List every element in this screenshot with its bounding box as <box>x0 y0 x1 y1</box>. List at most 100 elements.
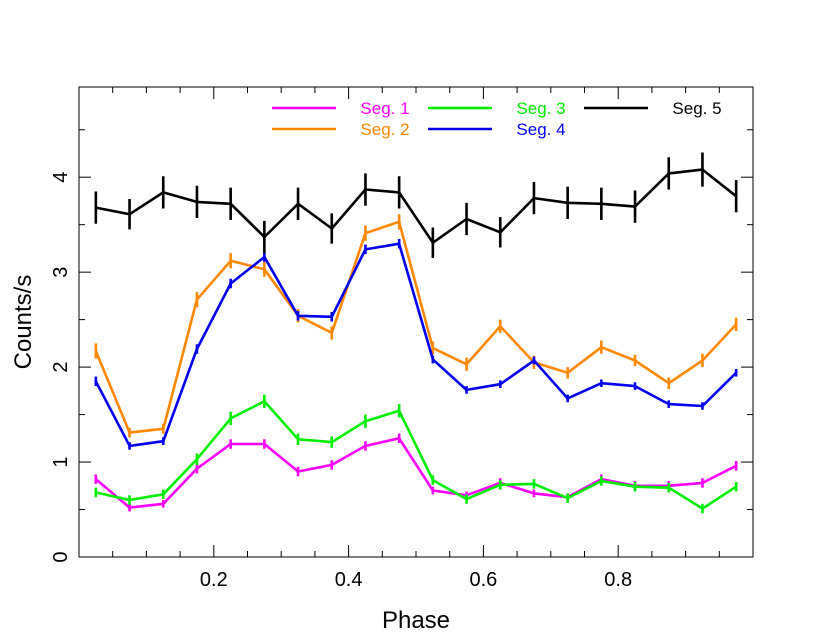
legend-item: Seg. 5 <box>584 99 722 118</box>
legend-label: Seg. 3 <box>516 99 565 118</box>
data-point <box>195 200 199 204</box>
data-point <box>701 481 704 485</box>
data-point <box>566 496 570 500</box>
data-point <box>633 485 637 489</box>
series-layer <box>94 152 738 514</box>
data-point <box>229 259 233 263</box>
data-point <box>734 371 738 375</box>
data-point <box>599 479 603 483</box>
legend-label: Seg. 5 <box>672 99 721 118</box>
data-point <box>296 314 300 318</box>
x-tick-label: 0.8 <box>604 569 632 591</box>
data-point <box>296 437 300 441</box>
data-point <box>431 358 435 361</box>
data-point <box>161 502 165 506</box>
data-point <box>262 442 266 446</box>
data-point <box>599 381 603 385</box>
data-point <box>431 241 435 245</box>
y-axis-ticks: 0 1 2 3 4 <box>50 129 753 563</box>
data-point <box>364 444 367 448</box>
data-point <box>262 255 266 259</box>
data-point <box>94 379 98 383</box>
data-point <box>262 235 266 239</box>
data-point <box>330 331 334 335</box>
legend-item: Seg. 4 <box>428 120 566 139</box>
data-point <box>734 194 738 198</box>
data-point <box>330 227 334 230</box>
legend-item: Seg. 2 <box>272 120 410 139</box>
series-line <box>95 168 737 244</box>
data-point <box>532 359 536 362</box>
data-point <box>262 399 266 403</box>
data-point <box>161 190 165 194</box>
data-point <box>701 168 704 172</box>
data-point <box>397 242 401 246</box>
data-point <box>330 463 334 467</box>
data-point <box>701 359 704 362</box>
data-point <box>397 409 401 413</box>
data-point <box>262 267 266 271</box>
data-point <box>566 371 570 375</box>
series-2 <box>94 214 738 438</box>
data-point <box>229 442 233 446</box>
data-point <box>734 322 738 326</box>
data-point <box>229 416 233 420</box>
series-line <box>94 436 737 509</box>
data-point <box>701 507 704 510</box>
data-point <box>599 345 603 349</box>
data-point <box>330 440 334 444</box>
data-point <box>364 231 367 235</box>
data-point <box>195 457 199 461</box>
data-point <box>667 381 671 385</box>
x-axis-label: Phase <box>382 607 450 634</box>
series-line <box>94 242 738 448</box>
data-point <box>431 346 435 350</box>
legend-label: Seg. 1 <box>360 99 409 118</box>
data-point <box>667 402 671 406</box>
legend: Seg. 1 Seg. 2 Seg. 3 Seg. 4 Seg. 5 <box>272 99 722 139</box>
data-point <box>532 491 536 495</box>
data-point <box>195 347 199 351</box>
data-point <box>195 298 199 302</box>
x-tick-label: 0.2 <box>200 569 228 591</box>
data-point <box>633 384 637 388</box>
data-point <box>161 492 165 496</box>
data-point <box>229 282 233 285</box>
data-point <box>94 491 98 494</box>
data-point <box>633 359 637 362</box>
data-point <box>128 444 131 448</box>
data-point <box>532 196 536 200</box>
data-point <box>667 172 671 175</box>
data-point <box>128 431 131 435</box>
data-point <box>229 202 233 206</box>
data-point <box>296 470 300 473</box>
data-point <box>364 419 367 423</box>
y-tick-label: 0 <box>50 551 72 562</box>
y-tick-label: 1 <box>50 456 72 467</box>
x-tick-label: 0.6 <box>469 569 497 591</box>
data-point <box>465 388 468 392</box>
series-line <box>94 220 738 434</box>
data-point <box>498 382 502 386</box>
data-point <box>330 315 334 319</box>
legend-item: Seg. 3 <box>428 99 566 118</box>
legend-item: Seg. 1 <box>272 99 410 118</box>
data-point <box>701 404 704 408</box>
data-point <box>128 506 131 510</box>
data-point <box>566 201 570 205</box>
data-point <box>128 498 131 502</box>
data-point <box>633 205 637 209</box>
data-point <box>161 439 165 443</box>
y-axis-label: Counts/s <box>10 275 37 370</box>
data-point <box>128 212 131 216</box>
data-point <box>161 427 165 431</box>
y-tick-label: 2 <box>50 362 72 373</box>
data-point <box>532 482 536 486</box>
data-point <box>397 190 401 194</box>
data-point <box>498 324 502 328</box>
data-point <box>734 464 738 468</box>
data-point <box>498 483 502 487</box>
data-point <box>296 202 300 206</box>
data-point <box>397 436 401 440</box>
